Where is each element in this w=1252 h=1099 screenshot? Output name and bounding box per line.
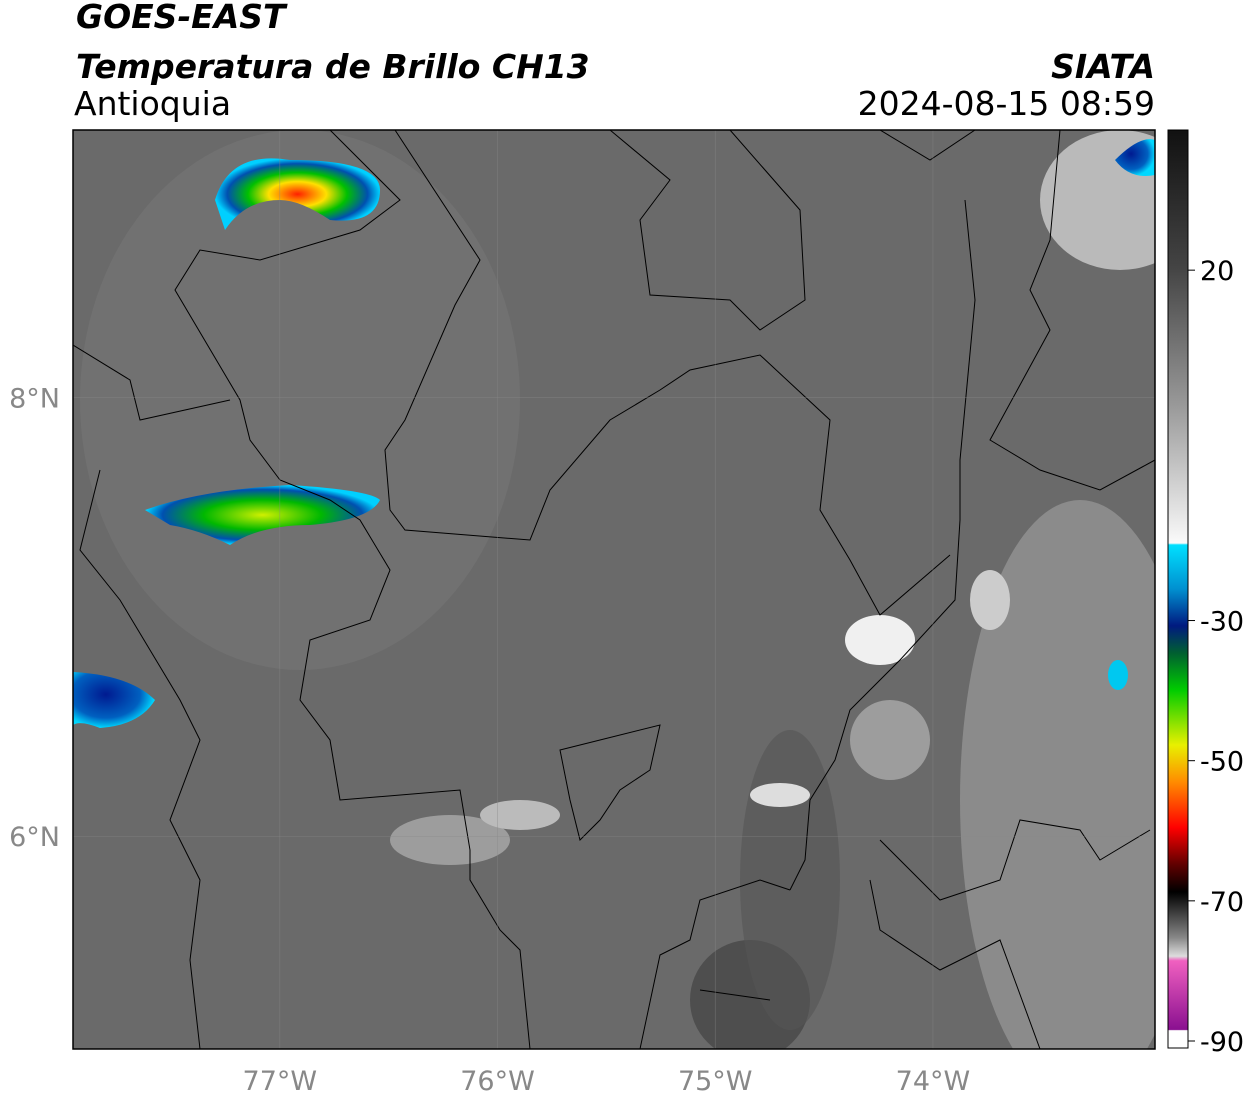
colorbar-tick-label: 20 <box>1200 256 1234 287</box>
subtitle: Temperatura de Brillo CH13 <box>76 47 590 86</box>
colorbar-tick-label: -30 <box>1200 607 1244 638</box>
source: SIATA <box>1051 47 1155 86</box>
y-tick-label: 8°N <box>9 384 60 415</box>
x-tick-label: 75°W <box>678 1066 753 1097</box>
satellite-image <box>73 130 1155 1049</box>
datetime: 2024-08-15 08:59 <box>858 84 1155 123</box>
y-tick-label: 6°N <box>9 822 60 853</box>
colorbar-tick-label: -70 <box>1200 887 1244 918</box>
colorbar-tick-label: -50 <box>1200 747 1244 778</box>
x-tick-label: 74°W <box>896 1066 971 1097</box>
colorbar-tick-label: -90 <box>1200 1027 1244 1058</box>
title: GOES-EAST <box>76 0 288 36</box>
x-tick-label: 77°W <box>243 1066 318 1097</box>
map-frame <box>72 129 1156 1050</box>
colorbar <box>1167 129 1189 1049</box>
x-tick-label: 76°W <box>460 1066 535 1097</box>
region: Antioquia <box>74 84 231 123</box>
